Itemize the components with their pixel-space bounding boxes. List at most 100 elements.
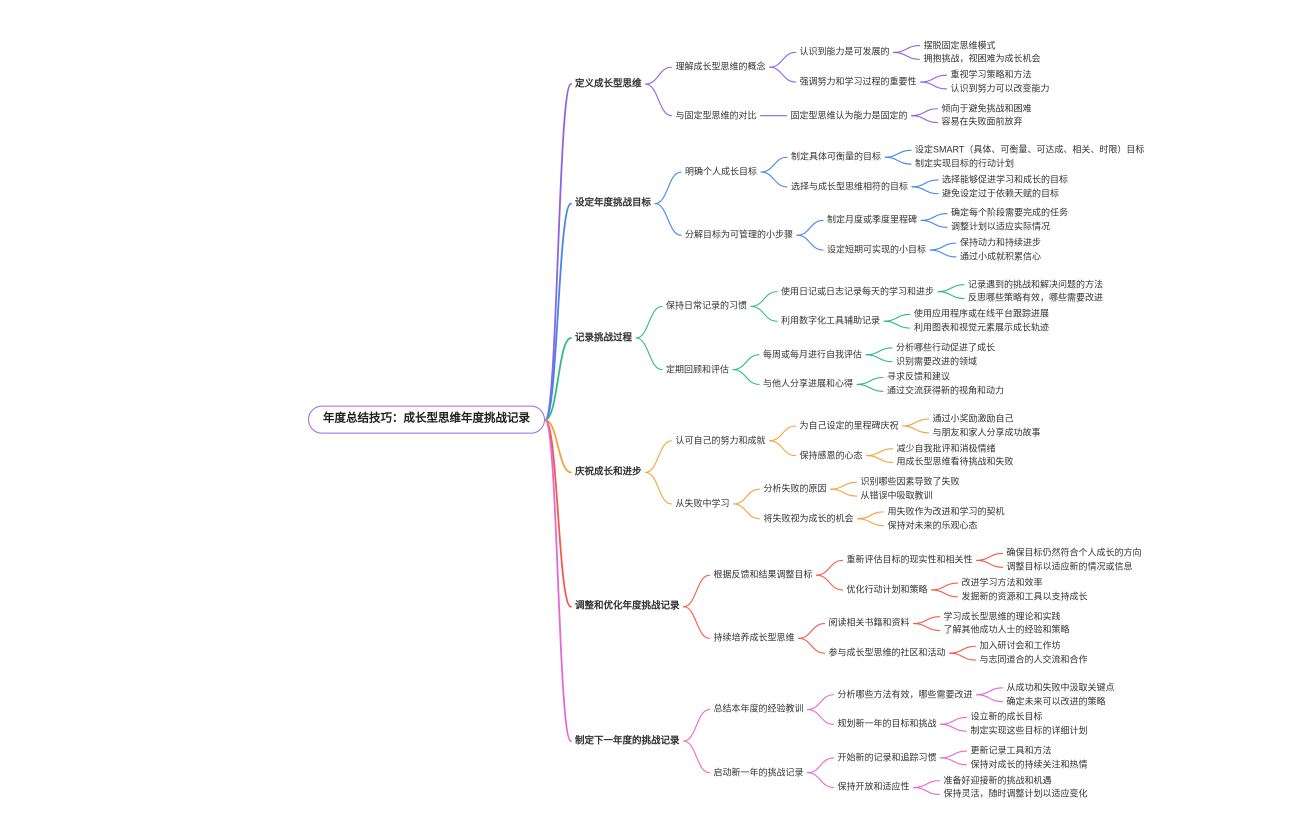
mindmap-node[interactable]: 记录挑战过程	[575, 332, 633, 344]
mindmap-branch: 阅读相关书籍和资料 学习成长型思维的理论和实践 了解其他成功人士的经验和策略	[825, 610, 1092, 638]
mindmap-node[interactable]: 与固定型思维的对比	[675, 110, 757, 121]
mindmap-node[interactable]: 分解目标为可管理的小步骤	[685, 229, 794, 240]
mindmap-node[interactable]: 学习成长型思维的理论和实践	[943, 611, 1061, 622]
mindmap-node[interactable]: 保持日常记录的习惯	[666, 301, 748, 312]
mindmap-node[interactable]: 确保目标仍然符合个人成长的方向	[1006, 548, 1142, 559]
mindmap-node[interactable]: 减少自我批评和消极情绪	[896, 443, 996, 454]
mindmap-node[interactable]: 与朋友和家人分享成功故事	[932, 427, 1041, 438]
mindmap-branch: 加入研讨会和工作坊	[976, 640, 1092, 653]
mindmap-node[interactable]: 加入研讨会和工作坊	[979, 640, 1061, 651]
mindmap-node[interactable]: 启动新一年的挑战记录	[713, 767, 804, 778]
mindmap-node[interactable]: 记录遇到的挑战和解决问题的方法	[968, 279, 1104, 290]
mindmap-node[interactable]: 利用数字化工具辅助记录	[781, 315, 881, 326]
mindmap-node[interactable]: 使用日记或日志记录每天的学习和进步	[781, 286, 935, 297]
mindmap-branch: 了解其他成功人士的经验和策略	[940, 624, 1074, 637]
mindmap-node[interactable]: 从成功和失败中汲取关键点	[1006, 682, 1115, 693]
mindmap-node[interactable]: 发掘新的资源和工具以支持成长	[961, 591, 1088, 602]
mindmap-node[interactable]: 固定型思维认为能力是固定的	[790, 110, 908, 121]
mindmap-node[interactable]: 将失败视为成长的机会	[763, 513, 854, 524]
mindmap-node[interactable]: 保持对成长的持续关注和热情	[970, 759, 1088, 770]
mindmap-node[interactable]: 容易在失败面前放弃	[941, 117, 1023, 128]
mindmap-node[interactable]: 保持感恩的心态	[799, 450, 863, 461]
mindmap-node[interactable]: 调整目标以适应新的情况或信息	[1006, 561, 1133, 572]
mindmap-node[interactable]: 改进学习方法和效率	[961, 577, 1043, 588]
mindmap-node[interactable]: 保持灵活，随时调整计划以适应变化	[943, 789, 1088, 800]
mindmap-node[interactable]: 避免设定过于依赖天赋的目标	[942, 188, 1060, 199]
mindmap-node[interactable]: 明确个人成长目标	[685, 166, 758, 177]
mindmap-children: 用失败作为改进和学习的契机 保持对未来的乐观心态	[884, 505, 1009, 533]
mindmap-node[interactable]: 与志同道合的人交流和合作	[979, 654, 1088, 665]
mindmap-node[interactable]: 识别需要改进的领域	[896, 356, 978, 367]
mindmap-node[interactable]: 准备好迎接新的挑战和机遇	[943, 775, 1052, 786]
mindmap-node[interactable]: 通过交流获得新的视角和动力	[887, 385, 1005, 396]
mindmap-node[interactable]: 拥抱挑战，视困难为成长机会	[923, 53, 1041, 64]
mindmap-children: 重新评估目标的现实性和相关性 确保目标仍然符合个人成长的方向 调整目标以适应新的情况…	[843, 546, 1146, 605]
mindmap-children: 阅读相关书籍和资料 学习成长型思维的理论和实践 了解其他成功人士的经验和策略参与成长…	[825, 609, 1092, 668]
mindmap-node[interactable]: 确定未来可以改进的策略	[1006, 696, 1106, 707]
mindmap-node[interactable]: 持续培养成长型思维	[713, 632, 795, 643]
mindmap-node[interactable]: 每周或每月进行自我评估	[763, 349, 863, 360]
mindmap-node[interactable]: 了解其他成功人士的经验和策略	[943, 625, 1070, 636]
mindmap-node[interactable]: 设定年度挑战目标	[575, 197, 652, 209]
mindmap-node[interactable]: 规划新一年的目标和挑战	[837, 718, 937, 729]
mindmap-node[interactable]: 倾向于避免挑战和困难	[941, 103, 1032, 114]
mindmap-node[interactable]: 重新评估目标的现实性和相关性	[846, 554, 973, 565]
mindmap-node[interactable]: 确定每个阶段需要完成的任务	[951, 208, 1069, 219]
mindmap-node[interactable]: 参与成长型思维的社区和活动	[828, 647, 946, 658]
mindmap-branch: 与他人分享进展和心得 寻求反馈和建议通过交流获得新的视角和动力	[759, 371, 1008, 399]
mindmap-node[interactable]: 调整计划以适应实际情况	[951, 221, 1051, 232]
mindmap-node[interactable]: 庆祝成长和进步	[575, 466, 642, 478]
mindmap-children: 使用日记或日志记录每天的学习和进步 记录遇到的挑战和解决问题的方法 反思哪些策略有效…	[777, 277, 1107, 336]
mindmap-node[interactable]: 选择与成长型思维相符的目标	[791, 181, 909, 192]
mindmap-branch: 分解目标为可管理的小步骤 制定月度或季度里程碑 确定每个阶段需要完成的任务 调整计划以…	[681, 206, 1148, 265]
mindmap-node[interactable]: 制定具体可衡量的目标	[791, 151, 882, 162]
mindmap-node[interactable]: 设定短期可实现的小目标	[827, 244, 927, 255]
mindmap-node[interactable]: 分析哪些行动促进了成长	[896, 342, 996, 353]
mindmap-node[interactable]: 重视学习策略和方法	[950, 69, 1032, 80]
mindmap-node[interactable]: 反思哪些策略有效，哪些需要改进	[968, 293, 1104, 304]
mindmap-node[interactable]: 为自己设定的里程碑庆祝	[799, 420, 899, 431]
mindmap-node[interactable]: 与他人分享进展和心得	[763, 379, 854, 389]
root-node[interactable]: 年度总结技巧：成长型思维年度挑战记录	[308, 406, 545, 434]
mindmap-node[interactable]: 定义成长型思维	[575, 78, 642, 90]
mindmap-node[interactable]: 根据反馈和结果调整目标	[713, 569, 813, 580]
mindmap-node[interactable]: 寻求反馈和建议	[887, 372, 951, 383]
mindmap-node[interactable]: 制定实现目标的行动计划	[915, 158, 1015, 169]
mindmap-node[interactable]: 优化行动计划和策略	[846, 584, 928, 595]
mindmap-node[interactable]: 制定月度或季度里程碑	[827, 215, 918, 226]
mindmap-node[interactable]: 分析失败的原因	[763, 483, 827, 494]
mindmap-node[interactable]: 利用图表和视觉元素展示成长轨迹	[914, 322, 1050, 333]
mindmap-node[interactable]: 设定SMART（具体、可衡量、可达成、相关、时限）目标	[915, 144, 1145, 155]
mindmap-node[interactable]: 保持动力和持续进步	[960, 237, 1042, 248]
mindmap-node[interactable]: 保持开放和适应性	[837, 782, 910, 793]
mindmap-node[interactable]: 分析哪些方法有效，哪些需要改进	[837, 689, 973, 700]
mindmap-node[interactable]: 从失败中学习	[675, 498, 730, 509]
mindmap-node[interactable]: 通过小奖励激励自己	[932, 413, 1014, 424]
mindmap-node[interactable]: 摆脱固定思维模式	[923, 40, 996, 51]
mindmap-node[interactable]: 使用应用程序或在线平台跟踪进展	[914, 308, 1050, 319]
mindmap-node[interactable]: 认识到努力可以改变能力	[950, 83, 1050, 94]
mindmap-node[interactable]: 总结本年度的经验教训	[713, 704, 804, 715]
mindmap-node[interactable]: 保持对未来的乐观心态	[887, 520, 978, 531]
mindmap-node[interactable]: 定期回顾和评估	[666, 364, 730, 375]
mindmap-node[interactable]: 从错误中吸取教训	[860, 490, 933, 501]
mindmap-branch: 定期回顾和评估 每周或每月进行自我评估 分析哪些行动促进了成长 识别需要改进的领域与他…	[662, 340, 1107, 399]
mindmap-node[interactable]: 调整和优化年度挑战记录	[575, 601, 680, 613]
mindmap-node[interactable]: 用失败作为改进和学习的契机	[887, 506, 1005, 517]
mindmap-node[interactable]: 设立新的成长目标	[970, 712, 1043, 723]
mindmap-node[interactable]: 制定下一年度的挑战记录	[575, 735, 680, 747]
mindmap-node[interactable]: 理解成长型思维的概念	[675, 61, 766, 72]
mindmap-node[interactable]: 用成长型思维看待挑战和失败	[896, 457, 1014, 468]
mindmap-children: 分析失败的原因 识别哪些因素导致了失败 从错误中吸取教训将失败视为成长的机会 用失败作…	[760, 474, 1009, 533]
mindmap-node[interactable]: 制定实现这些目标的详细计划	[970, 725, 1088, 736]
mindmap-node[interactable]: 认可自己的努力和成就	[675, 435, 766, 446]
mindmap-node[interactable]: 选择能够促进学习和成长的目标	[942, 174, 1069, 185]
mindmap-node[interactable]: 阅读相关书籍和资料	[828, 618, 910, 629]
mindmap-node[interactable]: 通过小成就积累信心	[960, 251, 1042, 262]
mindmap-node[interactable]: 认识到能力是可发展的	[799, 47, 890, 58]
mindmap-node[interactable]: 识别哪些因素导致了失败	[860, 476, 960, 487]
mindmap-node[interactable]: 开始新的记录和追踪习惯	[837, 752, 937, 763]
mindmap-node[interactable]: 强调努力和学习过程的重要性	[799, 76, 917, 87]
mindmap-node[interactable]: 更新记录工具和方法	[970, 745, 1052, 756]
mindmap-children: 开始新的记录和追踪习惯 更新记录工具和方法保持对成长的持续关注和热情保持开放和适应…	[834, 743, 1092, 802]
